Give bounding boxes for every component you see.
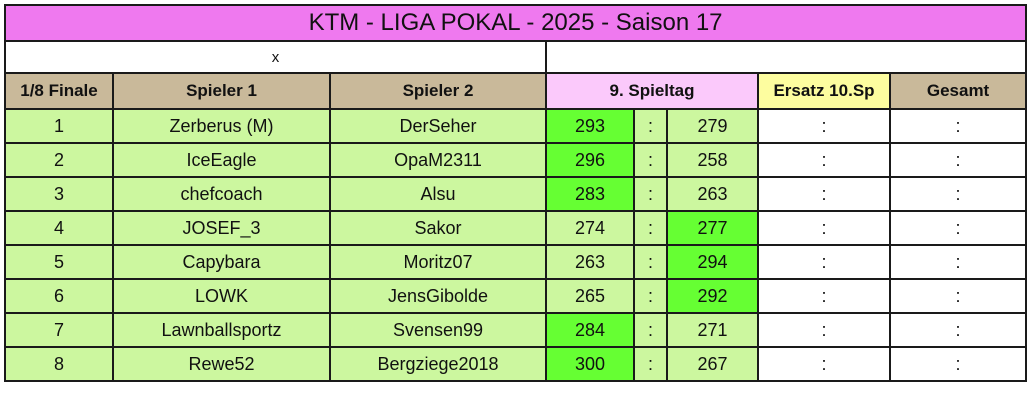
player1-score: 283 [545,176,635,212]
score-separator: : [633,278,668,314]
header-replacement: Ersatz 10.Sp [757,72,891,110]
player1-score: 300 [545,346,635,382]
replacement-score: : [757,210,891,246]
header-total: Gesamt [888,72,1028,110]
player1-score: 265 [545,278,635,314]
total-score: : [888,210,1028,246]
replacement-score: : [757,346,891,382]
header-matchday: 9. Spieltag [545,72,759,110]
table-row: 8 Rewe52 Bergziege2018 300:267:: [4,346,1028,382]
score-separator: : [633,142,668,178]
player2-score: 279 [666,108,759,144]
total-score: : [888,108,1028,144]
player2-name: Bergziege2018 [329,346,547,382]
total-score: : [888,346,1028,382]
results-table: KTM - LIGA POKAL - 2025 - Saison 17 x 1/… [3,4,1028,382]
player2-name: Sakor [329,210,547,246]
player2-name: JensGibolde [329,278,547,314]
player1-score: 296 [545,142,635,178]
player2-score: 263 [666,176,759,212]
score-separator: : [633,176,668,212]
row-number: 6 [4,278,114,314]
table-row: 7 Lawnballsportz Svensen99 284:271:: [4,312,1028,348]
player1-name: Zerberus (M) [112,108,331,144]
total-score: : [888,142,1028,178]
player2-score: 277 [666,210,759,246]
table-row: 1 Zerberus (M) DerSeher 293:279:: [4,108,1028,144]
header-player1: Spieler 1 [112,72,331,110]
replacement-score: : [757,142,891,178]
player2-score: 271 [666,312,759,348]
row-number: 7 [4,312,114,348]
replacement-score: : [757,108,891,144]
row-number: 8 [4,346,114,382]
player2-score: 292 [666,278,759,314]
player1-name: JOSEF_3 [112,210,331,246]
spreadsheet: KTM - LIGA POKAL - 2025 - Saison 17 x 1/… [3,4,1028,382]
row-number: 5 [4,244,114,280]
player1-score: 274 [545,210,635,246]
player2-score: 258 [666,142,759,178]
player2-score: 294 [666,244,759,280]
table-row: 2 IceEagle OpaM2311 296:258:: [4,142,1028,178]
replacement-score: : [757,312,891,348]
total-score: : [888,176,1028,212]
total-score: : [888,278,1028,314]
table-row: 3 chefcoach Alsu 283:263:: [4,176,1028,212]
replacement-score: : [757,278,891,314]
score-separator: : [633,210,668,246]
table-row: 6 LOWK JensGibolde 265:292:: [4,278,1028,314]
score-separator: : [633,108,668,144]
table-row: 4 JOSEF_3 Sakor 274:277:: [4,210,1028,246]
score-separator: : [633,244,668,280]
player2-name: Alsu [329,176,547,212]
player1-score: 263 [545,244,635,280]
player2-name: Moritz07 [329,244,547,280]
player1-name: Lawnballsportz [112,312,331,348]
player1-name: LOWK [112,278,331,314]
row-number: 4 [4,210,114,246]
replacement-score: : [757,244,891,280]
table-row: 5 Capybara Moritz07 263:294:: [4,244,1028,280]
page-title: KTM - LIGA POKAL - 2025 - Saison 17 [3,4,1028,42]
row-number: 3 [4,176,114,212]
player2-name: OpaM2311 [329,142,547,178]
subheader-right [544,40,1028,74]
player1-score: 284 [545,312,635,348]
header-player2: Spieler 2 [329,72,547,110]
player2-name: Svensen99 [329,312,547,348]
replacement-score: : [757,176,891,212]
row-number: 2 [4,142,114,178]
player1-score: 293 [545,108,635,144]
player2-name: DerSeher [329,108,547,144]
total-score: : [888,312,1028,348]
player2-score: 267 [666,346,759,382]
score-separator: : [633,346,668,382]
player1-name: chefcoach [112,176,331,212]
player1-name: Capybara [112,244,331,280]
header-round: 1/8 Finale [4,72,114,110]
score-separator: : [633,312,668,348]
total-score: : [888,244,1028,280]
player1-name: Rewe52 [112,346,331,382]
row-number: 1 [4,108,114,144]
player1-name: IceEagle [112,142,331,178]
subheader-left: x [4,40,547,74]
